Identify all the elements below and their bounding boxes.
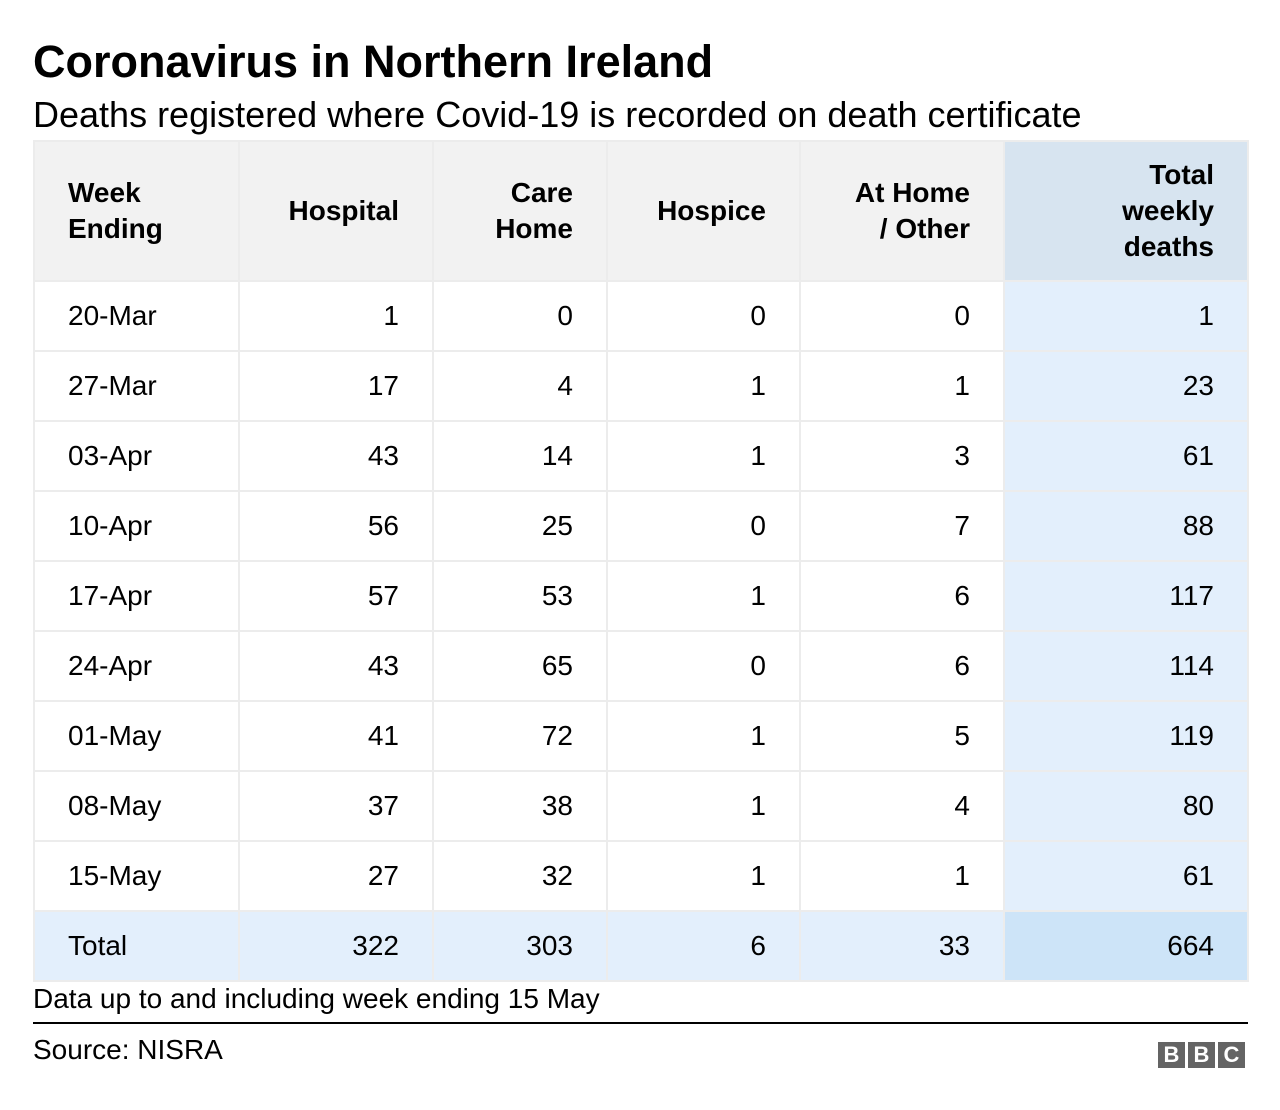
value-cell: 6 [606, 910, 801, 982]
bbc-logo-letter: B [1188, 1042, 1215, 1068]
value-cell: 0 [606, 280, 801, 352]
value-cell: 43 [238, 420, 434, 492]
bbc-logo-letter: C [1218, 1042, 1245, 1068]
column-header-line: At Home [854, 177, 970, 208]
column-header: Week Ending [33, 140, 240, 282]
column-header-line: Home [495, 213, 573, 244]
table-row: 20-Mar 1 0 0 0 1 [33, 280, 1249, 352]
column-header-line: Total [1149, 159, 1214, 190]
value-cell: 32 [432, 840, 608, 912]
value-cell: 1 [606, 700, 801, 772]
week-cell: 15-May [33, 840, 240, 912]
value-cell: 4 [799, 770, 1005, 842]
value-cell: 5 [799, 700, 1005, 772]
week-cell: 03-Apr [33, 420, 240, 492]
column-header: At Home / Other [799, 140, 1005, 282]
value-cell: 1 [606, 840, 801, 912]
value-cell: 17 [238, 350, 434, 422]
week-cell: 17-Apr [33, 560, 240, 632]
week-cell: 10-Apr [33, 490, 240, 562]
value-cell: 14 [432, 420, 608, 492]
source-label: Source: NISRA [33, 1034, 223, 1065]
value-cell: 88 [1003, 490, 1249, 562]
column-header-line: Week [68, 177, 141, 208]
total-row: Total 322 303 6 33 664 [33, 910, 1249, 982]
column-header-line: Ending [68, 213, 163, 244]
value-cell: 1 [238, 280, 434, 352]
value-cell: 322 [238, 910, 434, 982]
value-cell: 6 [799, 630, 1005, 702]
value-cell: 56 [238, 490, 434, 562]
value-cell: 37 [238, 770, 434, 842]
value-cell: 41 [238, 700, 434, 772]
week-cell: 20-Mar [33, 280, 240, 352]
value-cell: 114 [1003, 630, 1249, 702]
table-row: 03-Apr 43 14 1 3 61 [33, 420, 1249, 492]
value-cell: 1 [606, 560, 801, 632]
week-cell: 24-Apr [33, 630, 240, 702]
table-row: 01-May 41 72 1 5 119 [33, 700, 1249, 772]
value-cell: 0 [606, 630, 801, 702]
table-row: 17-Apr 57 53 1 6 117 [33, 560, 1249, 632]
table-row: 08-May 37 38 1 4 80 [33, 770, 1249, 842]
value-cell: 43 [238, 630, 434, 702]
value-cell: 57 [238, 560, 434, 632]
week-cell: 01-May [33, 700, 240, 772]
table-row: 15-May 27 32 1 1 61 [33, 840, 1249, 912]
column-header-line: Hospital [288, 195, 399, 226]
deaths-table: Week Ending Hospital Care Home Hospice At Home… [33, 140, 1249, 982]
table-row: 24-Apr 43 65 0 6 114 [33, 630, 1249, 702]
value-cell: 38 [432, 770, 608, 842]
value-cell: 23 [1003, 350, 1249, 422]
table-row: 27-Mar 17 4 1 1 23 [33, 350, 1249, 422]
value-cell: 72 [432, 700, 608, 772]
value-cell: 33 [799, 910, 1005, 982]
week-cell: Total [33, 910, 240, 982]
value-cell: 6 [799, 560, 1005, 632]
value-cell: 4 [432, 350, 608, 422]
value-cell: 7 [799, 490, 1005, 562]
value-cell: 119 [1003, 700, 1249, 772]
column-header-line: weekly [1122, 195, 1214, 226]
header-row: Week Ending Hospital Care Home Hospice At Home… [33, 140, 1249, 282]
value-cell: 0 [799, 280, 1005, 352]
value-cell: 65 [432, 630, 608, 702]
value-cell: 53 [432, 560, 608, 632]
value-cell: 303 [432, 910, 608, 982]
chart-subtitle: Deaths registered where Covid-19 is reco… [33, 94, 1082, 135]
value-cell: 25 [432, 490, 608, 562]
bbc-logo-letter: B [1158, 1042, 1185, 1068]
table-row: 10-Apr 56 25 0 7 88 [33, 490, 1249, 562]
column-header: Total weekly deaths [1003, 140, 1249, 282]
value-cell: 117 [1003, 560, 1249, 632]
column-header-line: Care [510, 177, 573, 208]
value-cell: 80 [1003, 770, 1249, 842]
week-cell: 08-May [33, 770, 240, 842]
value-cell: 1 [606, 770, 801, 842]
column-header: Hospital [238, 140, 434, 282]
value-cell: 3 [799, 420, 1005, 492]
week-cell: 27-Mar [33, 350, 240, 422]
footnote: Data up to and including week ending 15 … [33, 983, 600, 1014]
chart-title: Coronavirus in Northern Ireland [33, 36, 714, 87]
value-cell: 1 [799, 350, 1005, 422]
column-header-line: deaths [1123, 231, 1214, 262]
value-cell: 0 [432, 280, 608, 352]
value-cell: 1 [1003, 280, 1249, 352]
value-cell: 1 [606, 350, 801, 422]
value-cell: 27 [238, 840, 434, 912]
divider [33, 1022, 1248, 1024]
value-cell: 1 [799, 840, 1005, 912]
column-header-line: / Other [879, 213, 970, 244]
value-cell: 0 [606, 490, 801, 562]
value-cell: 61 [1003, 840, 1249, 912]
value-cell: 1 [606, 420, 801, 492]
value-cell: 664 [1003, 910, 1249, 982]
column-header-line: Hospice [657, 195, 766, 226]
column-header: Care Home [432, 140, 608, 282]
column-header: Hospice [606, 140, 801, 282]
value-cell: 61 [1003, 420, 1249, 492]
